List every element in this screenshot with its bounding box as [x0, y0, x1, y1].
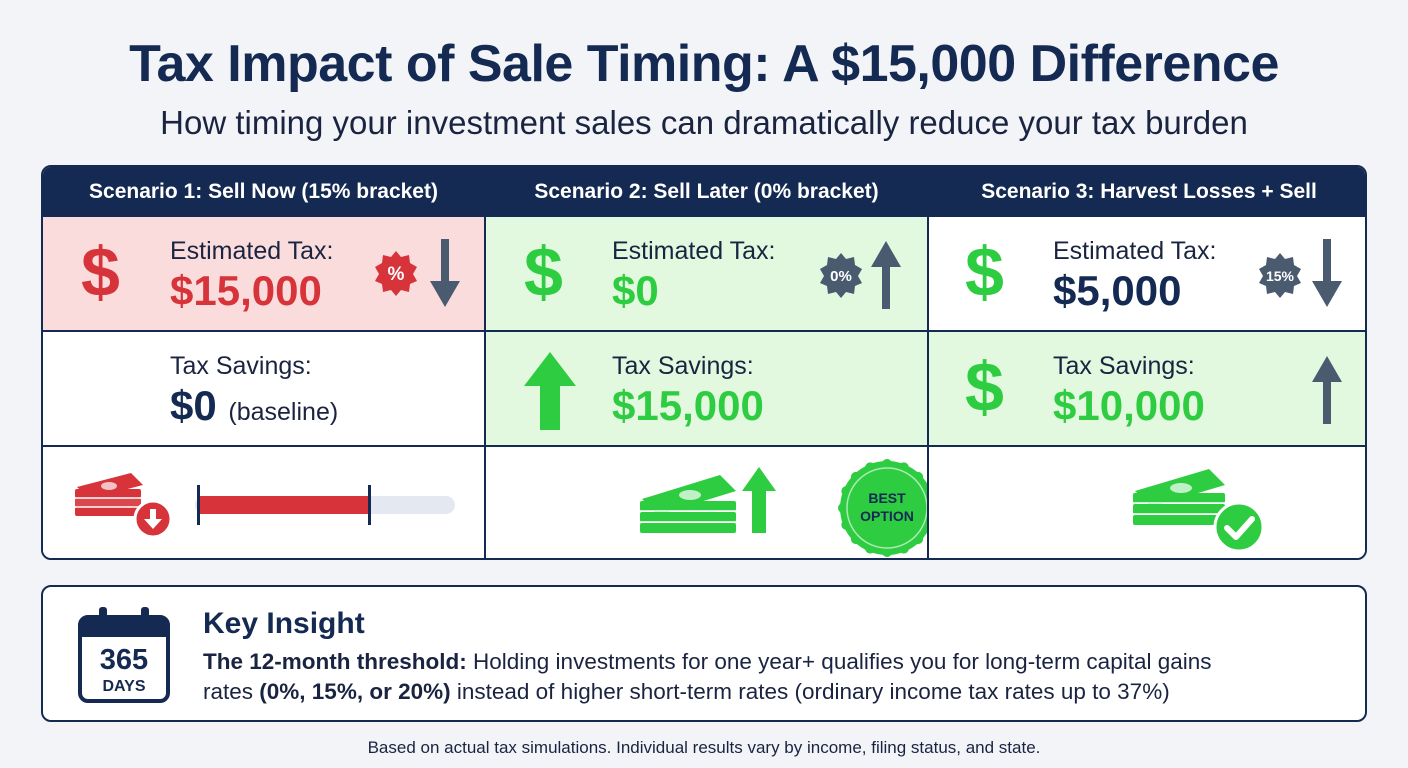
cash-stack-icon	[1133, 469, 1225, 525]
tax-savings-label: Tax Savings:	[170, 352, 312, 380]
arrow-up-icon	[1312, 356, 1342, 424]
seal-tooth	[913, 534, 924, 545]
seal-tooth	[913, 471, 924, 482]
scenario-1-savings-cell: Tax Savings: $0 (baseline)	[43, 332, 484, 445]
column-divider	[484, 167, 486, 558]
dollar-sign-icon: $	[81, 233, 120, 311]
percent-badge-text: 15%	[1266, 268, 1295, 284]
scenario-3-savings-cell: $ Tax Savings: $10,000	[929, 332, 1365, 445]
scenario-1-tax-cell: $ Estimated Tax: $15,000 %	[43, 217, 484, 330]
tax-savings-value: $0 (baseline)	[170, 382, 338, 430]
percent-badge-icon: 0%	[820, 253, 862, 298]
scenario-3-visual-cell	[929, 447, 1365, 558]
tax-bar-fill	[199, 496, 368, 514]
arrow-down-icon	[430, 239, 460, 307]
arrow-up-icon	[871, 241, 901, 309]
insight-rates: (0%, 15%, or 20%)	[259, 679, 451, 704]
arrow-down-icon	[1312, 239, 1342, 307]
key-insight-panel: 365 DAYS Key Insight The 12-month thresh…	[41, 585, 1367, 722]
seal-tooth	[898, 543, 909, 554]
page-title: Tax Impact of Sale Timing: A $15,000 Dif…	[129, 35, 1279, 93]
dollar-sign-icon: $	[524, 233, 563, 311]
dollar-sign-icon: $	[965, 233, 1004, 311]
percent-badge-icon: 15%	[1259, 253, 1301, 298]
scenario-2-header: Scenario 2: Sell Later (0% bracket)	[486, 167, 927, 217]
estimated-tax-value: $0	[612, 267, 659, 314]
best-badge-line1: BEST	[868, 490, 906, 506]
seal-tooth	[865, 462, 876, 473]
seal-tooth	[850, 471, 861, 482]
scenario-2-savings-cell: Tax Savings: $15,000	[486, 332, 927, 445]
tax-savings-label: Tax Savings:	[1053, 352, 1195, 380]
insight-line-1: The 12-month threshold: Holding investme…	[203, 649, 1212, 675]
dollar-sign-icon: $	[965, 348, 1004, 426]
cash-stack-icon	[75, 473, 173, 539]
seal-tooth	[882, 459, 892, 469]
estimated-tax-label: Estimated Tax:	[170, 237, 334, 265]
baseline-note: (baseline)	[228, 398, 339, 426]
scenario-table: Scenario 1: Sell Now (15% bracket) Scena…	[41, 165, 1367, 560]
scenario-2-visual-cell: BEST OPTION	[486, 447, 927, 558]
calendar-number: 365	[100, 644, 148, 676]
scenario-3-header: Scenario 3: Harvest Losses + Sell	[929, 167, 1365, 217]
cash-stack-icon	[640, 467, 776, 533]
scenario-1-visual-cell	[43, 447, 484, 558]
row-divider	[43, 445, 1365, 447]
tax-savings-label: Tax Savings:	[612, 352, 754, 380]
tax-bar-start-marker	[197, 485, 200, 525]
estimated-tax-value: $15,000	[170, 267, 322, 314]
seal-tooth	[850, 534, 861, 545]
insight-line-2-text: instead of higher short-term rates (ordi…	[450, 679, 1170, 704]
insight-line-2: rates (0%, 15%, or 20%) instead of highe…	[203, 679, 1170, 705]
tax-bar-end-marker	[368, 485, 371, 525]
estimated-tax-label: Estimated Tax:	[612, 237, 776, 265]
best-option-seal-icon: BEST OPTION	[838, 459, 927, 557]
scenario-1-header: Scenario 1: Sell Now (15% bracket)	[43, 167, 484, 217]
percent-badge-icon: %	[375, 251, 417, 296]
footnote: Based on actual tax simulations. Individ…	[367, 738, 1041, 757]
percent-badge-text: %	[388, 264, 405, 285]
check-circle-icon	[1213, 501, 1265, 553]
estimated-tax-label: Estimated Tax:	[1053, 237, 1217, 265]
row-divider	[43, 330, 1365, 332]
calendar-icon: 365 DAYS	[78, 607, 170, 703]
arrow-up-icon	[524, 352, 576, 430]
scenario-3-tax-cell: $ Estimated Tax: $5,000 15%	[929, 217, 1365, 330]
column-divider	[927, 167, 929, 558]
seal-tooth	[898, 462, 909, 473]
insight-line-1-text: Holding investments for one year+ qualif…	[466, 649, 1212, 674]
insight-threshold-label: The 12-month threshold:	[203, 649, 467, 674]
seal-tooth	[882, 547, 892, 557]
tax-savings-value: $15,000	[612, 382, 764, 429]
seal-tooth	[838, 503, 848, 513]
scenario-2-tax-cell: $ Estimated Tax: $0 0%	[486, 217, 927, 330]
page-subtitle: How timing your investment sales can dra…	[160, 104, 1248, 141]
percent-badge-text: 0%	[830, 268, 852, 285]
calendar-unit: DAYS	[103, 678, 146, 695]
estimated-tax-value: $5,000	[1053, 267, 1182, 314]
best-badge-line2: OPTION	[860, 508, 914, 524]
insight-line-2-start: rates	[203, 679, 260, 704]
tax-savings-amount: $0	[170, 382, 217, 429]
tax-savings-value: $10,000	[1053, 382, 1205, 429]
insight-heading: Key Insight	[203, 607, 365, 640]
seal-tooth	[865, 543, 876, 554]
seal-tooth	[841, 486, 852, 497]
seal-tooth	[841, 519, 852, 530]
